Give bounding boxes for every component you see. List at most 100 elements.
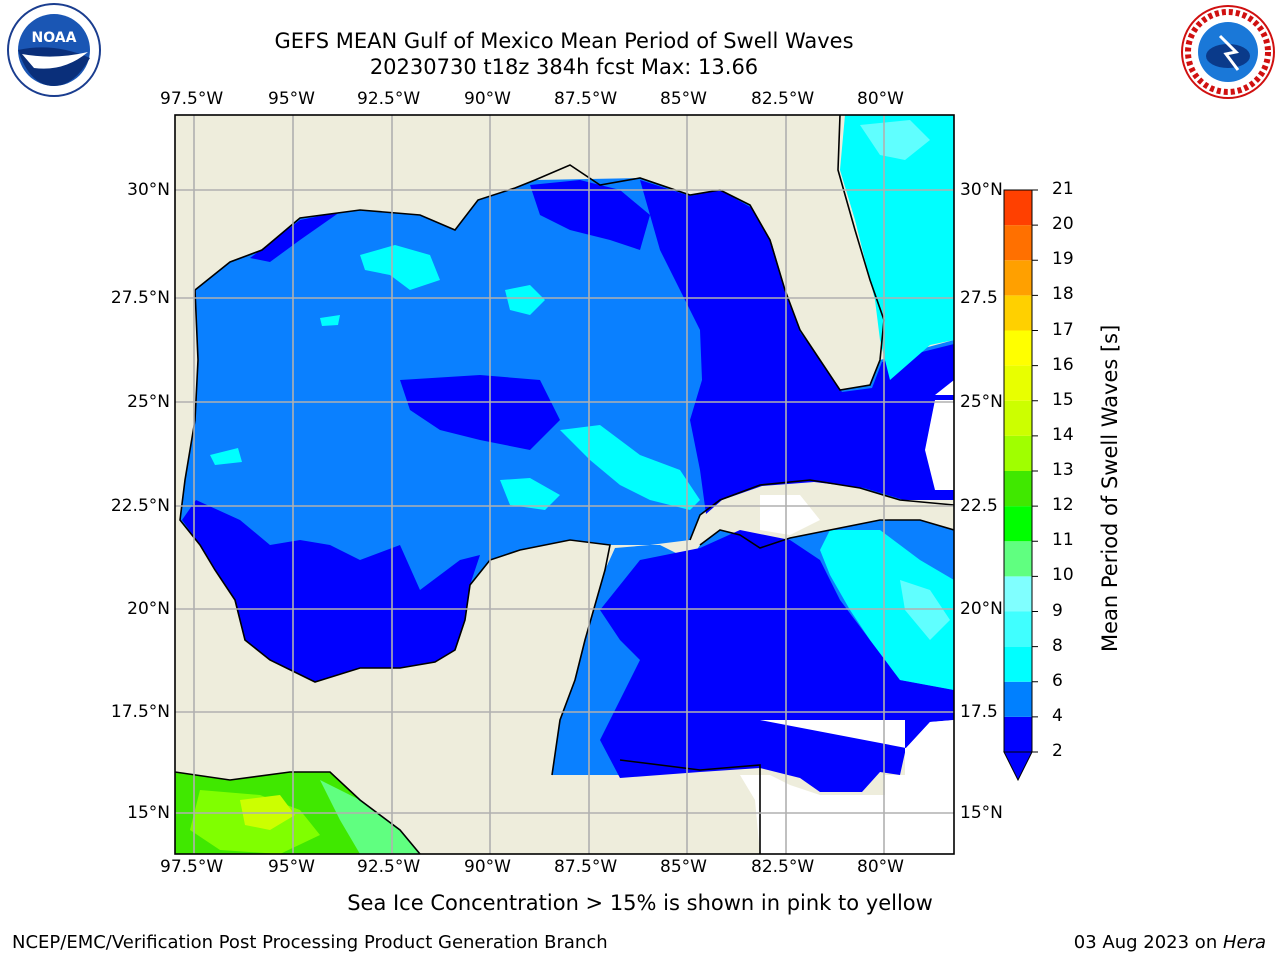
water-band-2 bbox=[530, 180, 650, 250]
footer-host: Hera bbox=[1222, 932, 1266, 953]
title-line-1: GEFS MEAN Gulf of Mexico Mean Period of … bbox=[274, 29, 854, 53]
colorbar-tick-label: 18 bbox=[1052, 284, 1074, 305]
lat-tick-left: 20°N bbox=[127, 599, 170, 619]
colorbar-segment bbox=[1004, 716, 1032, 752]
lon-tick-top: 80°W bbox=[857, 89, 904, 109]
colorbar-segment bbox=[1004, 330, 1032, 366]
water-band-2 bbox=[400, 375, 560, 450]
colorbar-tick-label: 20 bbox=[1052, 214, 1074, 235]
colorbar-tick-label: 17 bbox=[1052, 319, 1074, 340]
no-data-area bbox=[760, 495, 820, 535]
colorbar-tick-label: 14 bbox=[1052, 424, 1074, 445]
lon-tick-bottom: 92.5°W bbox=[357, 857, 421, 877]
lon-tick-top: 95°W bbox=[268, 89, 315, 109]
colorbar-segment bbox=[1004, 190, 1032, 226]
lat-tick-right: 15°N bbox=[960, 803, 1003, 823]
colorbar-tick-label: 9 bbox=[1052, 600, 1063, 621]
lat-tick-left: 15°N bbox=[127, 803, 170, 823]
colorbar-segment bbox=[1004, 681, 1032, 717]
footer-right: 03 Aug 2023 on Hera bbox=[1074, 932, 1266, 953]
water-band-6 bbox=[500, 478, 560, 510]
coastline bbox=[175, 115, 954, 854]
colorbar bbox=[1003, 189, 1038, 782]
lon-tick-bottom: 97.5°W bbox=[160, 857, 224, 877]
no-data-area bbox=[740, 720, 954, 854]
lon-tick-top: 82.5°W bbox=[751, 89, 815, 109]
colorbar-segment bbox=[1004, 576, 1032, 612]
lon-tick-bottom: 82.5°W bbox=[751, 857, 815, 877]
water-band-6 bbox=[840, 115, 954, 380]
colorbar-segment bbox=[1004, 541, 1032, 577]
no-data-area bbox=[925, 400, 954, 490]
colorbar-tick-label: 4 bbox=[1052, 705, 1063, 726]
lat-tick-left: 17.5°N bbox=[110, 702, 170, 722]
colorbar-tick-label: 11 bbox=[1052, 530, 1074, 551]
colorbar-segment bbox=[1004, 365, 1032, 401]
lat-tick-left: 25°N bbox=[127, 392, 170, 412]
noaa-logo: NOAA bbox=[4, 2, 104, 102]
colorbar-segment bbox=[1004, 471, 1032, 507]
water-band-2 bbox=[640, 180, 954, 514]
water-band-6 bbox=[560, 425, 700, 510]
lat-tick-right: 27.5 bbox=[960, 288, 998, 308]
lon-tick-top: 87.5°W bbox=[554, 89, 618, 109]
footer-date: 03 Aug 2023 on bbox=[1073, 932, 1223, 953]
lat-tick-left: 30°N bbox=[127, 180, 170, 200]
lat-tick-right: 17.5 bbox=[960, 702, 998, 722]
lon-tick-top: 97.5°W bbox=[160, 89, 224, 109]
water-band-8 bbox=[860, 120, 930, 160]
footer-left: NCEP/EMC/Verification Post Processing Pr… bbox=[12, 932, 608, 953]
lon-tick-bottom: 90°W bbox=[464, 857, 511, 877]
lat-tick-right: 30°N bbox=[960, 180, 1003, 200]
colorbar-tick-label: 21 bbox=[1052, 179, 1074, 199]
colorbar-segment bbox=[1004, 400, 1032, 436]
colorbar-tick-label: 15 bbox=[1052, 389, 1074, 410]
colorbar-label: Mean Period of Swell Waves [s] bbox=[1098, 324, 1122, 652]
colorbar-tick-label: 12 bbox=[1052, 495, 1074, 516]
water-band-6 bbox=[320, 315, 340, 326]
no-data-area bbox=[935, 380, 954, 395]
water-band-2 bbox=[182, 500, 480, 682]
lat-tick-left: 22.5°N bbox=[110, 496, 170, 516]
colorbar-segment bbox=[1004, 260, 1032, 296]
colorbar-tick-label: 2 bbox=[1052, 741, 1063, 761]
colorbar-segment bbox=[1004, 506, 1032, 542]
lon-tick-top: 92.5°W bbox=[357, 89, 421, 109]
lon-tick-top: 90°W bbox=[464, 89, 511, 109]
colorbar-segment bbox=[1004, 646, 1032, 682]
sea-ice-caption: Sea Ice Concentration > 15% is shown in … bbox=[347, 891, 933, 915]
lon-tick-top: 85°W bbox=[660, 89, 707, 109]
lon-tick-bottom: 95°W bbox=[268, 857, 315, 877]
colorbar-tick-label: 13 bbox=[1052, 460, 1074, 480]
title-line-2: 20230730 t18z 384h fcst Max: 13.66 bbox=[369, 55, 759, 79]
colorbar-tick-label: 6 bbox=[1052, 670, 1063, 691]
graticule bbox=[175, 115, 954, 854]
lat-tick-left: 27.5°N bbox=[110, 288, 170, 308]
pacific-band-9 bbox=[320, 780, 420, 854]
lon-tick-bottom: 87.5°W bbox=[554, 857, 618, 877]
colorbar-segment bbox=[1004, 435, 1032, 471]
noaa-logo-text: NOAA bbox=[32, 30, 77, 46]
water-band-6 bbox=[505, 285, 545, 315]
lon-tick-bottom: 80°W bbox=[857, 857, 904, 877]
water-band-6 bbox=[820, 530, 954, 690]
map-frame bbox=[174, 114, 955, 855]
colorbar-tick-label: 19 bbox=[1052, 249, 1074, 270]
colorbar-segment bbox=[1004, 225, 1032, 261]
colorbar-tick-label: 10 bbox=[1052, 565, 1074, 586]
lat-tick-right: 20°N bbox=[960, 599, 1003, 619]
water-band-6 bbox=[360, 245, 440, 290]
colorbar-extend-arrow bbox=[1003, 751, 1033, 782]
colorbar-segment bbox=[1004, 611, 1032, 647]
colorbar-segment bbox=[1004, 295, 1032, 331]
nws-logo bbox=[1178, 2, 1278, 102]
colorbar-tick-label: 16 bbox=[1052, 354, 1074, 375]
water-band-6 bbox=[210, 448, 242, 465]
colorbar-tick-label: 8 bbox=[1052, 635, 1063, 656]
lat-tick-right: 22.5 bbox=[960, 496, 998, 516]
lat-tick-right: 25°N bbox=[960, 392, 1003, 412]
lon-tick-bottom: 85°W bbox=[660, 857, 707, 877]
water-band-8 bbox=[900, 580, 950, 640]
water-band-2 bbox=[250, 212, 340, 262]
